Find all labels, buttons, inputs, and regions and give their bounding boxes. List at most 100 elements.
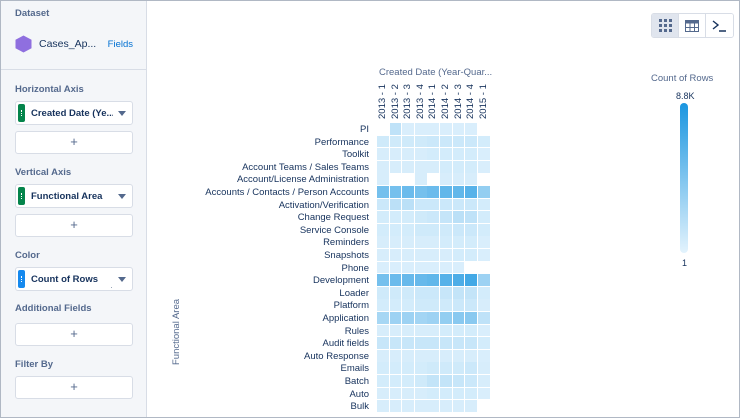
heatmap-cell[interactable] <box>452 173 465 186</box>
drag-grip-icon[interactable] <box>18 187 25 205</box>
heatmap-cell[interactable] <box>389 299 402 312</box>
heatmap-cell[interactable] <box>452 312 465 324</box>
heatmap-cell[interactable] <box>414 123 427 135</box>
heatmap-cell[interactable] <box>440 135 452 148</box>
heatmap-cell[interactable] <box>414 324 427 337</box>
heatmap-cell[interactable] <box>377 261 389 274</box>
heatmap-cell[interactable] <box>477 223 490 236</box>
heatmap-cell[interactable] <box>402 375 414 387</box>
heatmap-cell[interactable] <box>440 198 452 211</box>
heatmap-cell[interactable] <box>440 362 452 375</box>
heatmap-cell[interactable] <box>465 261 477 274</box>
heatmap-cell[interactable] <box>377 337 389 349</box>
heatmap-cell[interactable] <box>414 337 427 349</box>
heatmap-cell[interactable] <box>477 261 490 274</box>
heatmap-cell[interactable] <box>377 236 389 249</box>
heatmap-cell[interactable] <box>452 337 465 349</box>
heatmap-cell[interactable] <box>377 400 389 412</box>
heatmap-cell[interactable] <box>427 123 440 135</box>
heatmap-cell[interactable] <box>402 337 414 349</box>
table-view-button[interactable] <box>679 14 706 37</box>
heatmap-cell[interactable] <box>427 299 440 312</box>
heatmap-cell[interactable] <box>427 274 440 286</box>
heatmap-cell[interactable] <box>477 211 490 223</box>
add-horizontal-axis-button[interactable]: + <box>15 131 133 154</box>
heatmap-cell[interactable] <box>465 249 477 261</box>
heatmap-cell[interactable] <box>402 299 414 312</box>
heatmap-cell[interactable] <box>402 186 414 198</box>
heatmap-cell[interactable] <box>389 135 402 148</box>
heatmap-cell[interactable] <box>477 135 490 148</box>
heatmap-cell[interactable] <box>477 324 490 337</box>
heatmap-cell[interactable] <box>477 249 490 261</box>
chevron-down-icon[interactable] <box>118 111 126 116</box>
heatmap-cell[interactable] <box>427 312 440 324</box>
heatmap-cell[interactable] <box>377 198 389 211</box>
fields-link[interactable]: Fields <box>107 39 133 50</box>
heatmap-cell[interactable] <box>477 337 490 349</box>
heatmap-cell[interactable] <box>427 387 440 400</box>
heatmap-cell[interactable] <box>465 186 477 198</box>
heatmap-cell[interactable] <box>389 362 402 375</box>
heatmap-cell[interactable] <box>477 312 490 324</box>
heatmap-cell[interactable] <box>465 312 477 324</box>
heatmap-cell[interactable] <box>465 211 477 223</box>
heatmap-cell[interactable] <box>465 375 477 387</box>
heatmap-cell[interactable] <box>402 400 414 412</box>
heatmap-cell[interactable] <box>402 123 414 135</box>
y-axis-title[interactable]: Functional Area <box>171 298 182 365</box>
heatmap-cell[interactable] <box>477 123 490 135</box>
heatmap-cell[interactable] <box>452 123 465 135</box>
heatmap-cell[interactable] <box>452 198 465 211</box>
heatmap-cell[interactable] <box>465 324 477 337</box>
heatmap-cell[interactable] <box>452 160 465 173</box>
heatmap-cell[interactable] <box>402 211 414 223</box>
heatmap-cell[interactable] <box>389 375 402 387</box>
chevron-down-icon[interactable] <box>118 194 126 199</box>
heatmap-cell[interactable] <box>440 249 452 261</box>
heatmap-cell[interactable] <box>427 261 440 274</box>
heatmap-cell[interactable] <box>389 286 402 299</box>
heatmap-cell[interactable] <box>377 349 389 362</box>
heatmap-cell[interactable] <box>414 135 427 148</box>
heatmap-cell[interactable] <box>414 299 427 312</box>
heatmap-cell[interactable] <box>452 375 465 387</box>
add-additional-field-button[interactable]: + <box>15 323 133 346</box>
heatmap-cell[interactable] <box>414 186 427 198</box>
heatmap-cell[interactable] <box>465 387 477 400</box>
heatmap-cell[interactable] <box>465 173 477 186</box>
heatmap-cell[interactable] <box>427 198 440 211</box>
heatmap-cell[interactable] <box>377 135 389 148</box>
heatmap-cell[interactable] <box>377 362 389 375</box>
heatmap-cell[interactable] <box>402 312 414 324</box>
heatmap-cell[interactable] <box>427 160 440 173</box>
chevron-down-icon[interactable] <box>118 277 126 282</box>
heatmap-cell[interactable] <box>477 160 490 173</box>
heatmap-cell[interactable] <box>440 387 452 400</box>
heatmap-cell[interactable] <box>477 387 490 400</box>
heatmap-cell[interactable] <box>465 223 477 236</box>
heatmap-cell[interactable] <box>402 362 414 375</box>
heatmap-cell[interactable] <box>452 223 465 236</box>
heatmap-cell[interactable] <box>402 236 414 249</box>
heatmap-cell[interactable] <box>377 286 389 299</box>
heatmap-cell[interactable] <box>477 236 490 249</box>
heatmap-cell[interactable] <box>465 135 477 148</box>
heatmap-cell[interactable] <box>414 274 427 286</box>
heatmap-cell[interactable] <box>452 286 465 299</box>
color-field-pill[interactable]: Count of Rows <box>15 267 133 291</box>
heatmap-cell[interactable] <box>389 249 402 261</box>
horizontal-axis-field-pill[interactable]: Created Date (Ye... <box>15 101 133 125</box>
heatmap-cell[interactable] <box>414 160 427 173</box>
heatmap-cell[interactable] <box>477 286 490 299</box>
heatmap-cell[interactable] <box>452 261 465 274</box>
heatmap-cell[interactable] <box>389 148 402 160</box>
add-filter-button[interactable]: + <box>15 376 133 399</box>
drag-grip-icon[interactable] <box>18 270 25 288</box>
heatmap-cell[interactable] <box>414 400 427 412</box>
query-editor-button[interactable] <box>706 14 733 37</box>
heatmap-cell[interactable] <box>465 236 477 249</box>
heatmap-cell[interactable] <box>452 349 465 362</box>
heatmap-cell[interactable] <box>427 186 440 198</box>
heatmap-cell[interactable] <box>389 236 402 249</box>
